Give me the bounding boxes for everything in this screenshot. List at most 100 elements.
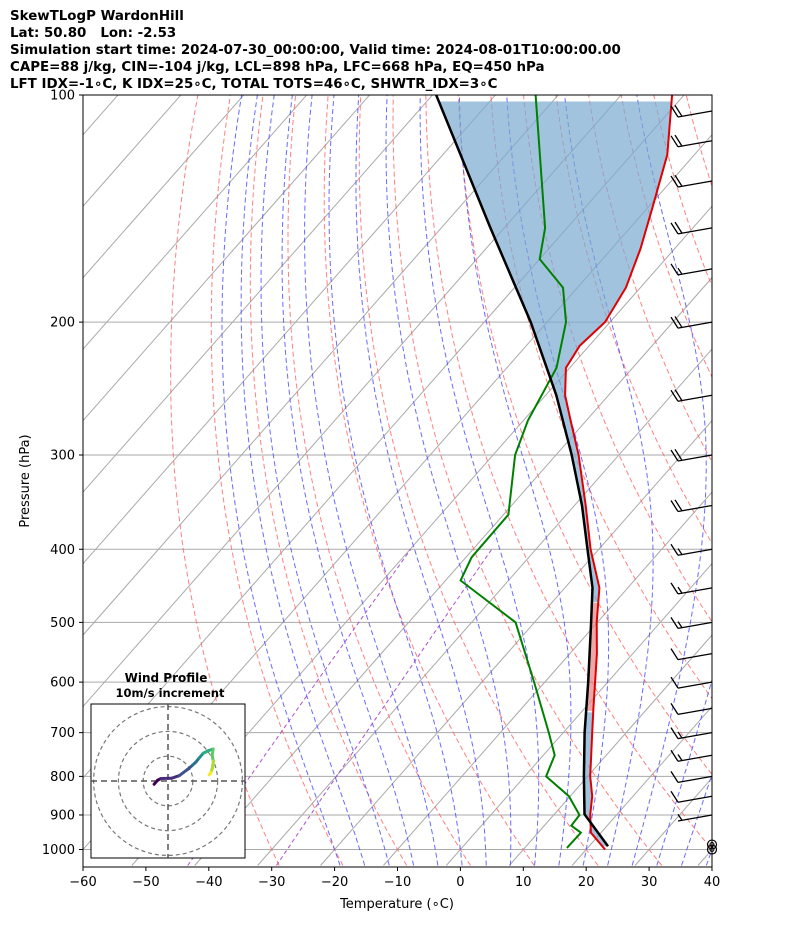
barb-flag bbox=[670, 702, 679, 715]
moist-adiabat-line bbox=[681, 773, 712, 866]
isotherm-line bbox=[83, 95, 559, 636]
wind-barb bbox=[670, 727, 713, 740]
moist-adiabat-line bbox=[240, 95, 366, 866]
temperature-profile bbox=[564, 95, 674, 851]
y-tick-label: 600 bbox=[50, 676, 75, 691]
barb-flag bbox=[670, 389, 679, 402]
dry-adiabat-line bbox=[323, 95, 535, 866]
x-tick-label: 40 bbox=[704, 875, 721, 890]
barb-half-flag bbox=[677, 621, 683, 629]
y-tick-label: 700 bbox=[50, 726, 75, 741]
barb-flag bbox=[670, 135, 679, 148]
station-coordinates: Lat: 50.80 Lon: -2.53 bbox=[10, 26, 177, 41]
chart-header: SkewTLogP WardonHill Lat: 50.80 Lon: -2.… bbox=[10, 8, 621, 93]
barb-half-flag bbox=[677, 548, 683, 555]
axes: −60 −50 −40 −30 −20 −10 0 10 20 30 40 1000 900 800 700… bbox=[42, 89, 720, 891]
y-tick-label: 500 bbox=[50, 616, 75, 631]
x-tick-label: −20 bbox=[321, 875, 348, 890]
barb-flag bbox=[670, 222, 679, 235]
wind-barb bbox=[670, 702, 713, 715]
wind-barb bbox=[670, 104, 713, 118]
barb-flag bbox=[674, 104, 683, 117]
barb-half-flag bbox=[677, 586, 683, 594]
moist-adiabat-line bbox=[328, 95, 463, 866]
calm-wind-circle bbox=[706, 839, 718, 850]
wind-barb bbox=[670, 676, 713, 689]
parcel-profile bbox=[435, 95, 610, 847]
y-tick-label: 400 bbox=[50, 543, 75, 558]
barb-flag bbox=[670, 105, 679, 118]
y-tick-label: 100 bbox=[50, 89, 75, 104]
barb-staff bbox=[677, 180, 713, 188]
x-tick-label: −60 bbox=[69, 875, 96, 890]
wind-barb bbox=[670, 221, 713, 235]
barb-staff bbox=[677, 140, 713, 148]
isotherm-line bbox=[83, 95, 371, 422]
barb-staff bbox=[677, 587, 713, 595]
dry-adiabat-line bbox=[490, 95, 712, 700]
dry-adiabat-line bbox=[210, 95, 344, 866]
dry-adiabat-line bbox=[719, 95, 794, 866]
barb-flag bbox=[670, 175, 679, 188]
dry-adiabat-line bbox=[287, 95, 471, 866]
dry-adiabat-line bbox=[784, 95, 794, 866]
wind-barb bbox=[670, 263, 713, 276]
dry-adiabat-line bbox=[170, 95, 280, 866]
moist-adiabat-line bbox=[385, 95, 512, 866]
barb-staff bbox=[677, 548, 713, 556]
barb-flag bbox=[674, 389, 683, 401]
barb-flag bbox=[670, 676, 679, 689]
station-title: SkewTLogP WardonHill bbox=[10, 9, 184, 24]
barb-flag bbox=[670, 500, 679, 512]
calm-wind-circle bbox=[709, 842, 715, 848]
dry-adiabat-line bbox=[249, 95, 408, 866]
barb-half-flag bbox=[677, 267, 683, 275]
barb-flag bbox=[670, 449, 679, 462]
barb-staff bbox=[677, 621, 713, 630]
wind-barb bbox=[670, 543, 713, 556]
isotherm-line bbox=[131, 205, 712, 866]
wind-barbs bbox=[670, 104, 718, 855]
hodograph-title: Wind Profile bbox=[125, 671, 208, 685]
barb-flag bbox=[670, 582, 679, 595]
wind-barb bbox=[670, 749, 713, 762]
barb-flag bbox=[670, 771, 679, 783]
isotherm-line bbox=[83, 95, 434, 493]
barb-staff bbox=[677, 268, 713, 276]
wind-barb bbox=[670, 134, 713, 148]
dry-adiabat-line bbox=[685, 95, 712, 188]
barb-flag bbox=[674, 316, 683, 328]
moist-adiabat-line bbox=[564, 95, 654, 866]
moist-adiabat-line bbox=[304, 95, 439, 866]
barb-staff bbox=[677, 754, 713, 762]
barb-half-flag bbox=[677, 754, 683, 761]
barb-staff bbox=[677, 731, 713, 740]
isotherm-line bbox=[571, 705, 712, 866]
y-tick-label: 800 bbox=[50, 770, 75, 785]
barb-flag bbox=[670, 648, 679, 660]
barb-half-flag bbox=[677, 813, 683, 821]
hodograph: Wind Profile 10m/s increment bbox=[90, 671, 246, 859]
wind-barb bbox=[670, 389, 713, 402]
dry-adiabat-line bbox=[392, 95, 663, 866]
isotherm-line bbox=[383, 491, 712, 866]
x-tick-label: −50 bbox=[132, 875, 159, 890]
y-tick-label: 300 bbox=[50, 448, 75, 463]
moist-adiabat-line bbox=[705, 848, 712, 866]
x-tick-label: −40 bbox=[195, 875, 222, 890]
y-tick-label: 900 bbox=[50, 808, 75, 823]
calm-wind-circle bbox=[709, 847, 715, 852]
wind-barb bbox=[670, 790, 713, 803]
moist-adiabat-line bbox=[260, 95, 390, 866]
barb-staff bbox=[677, 504, 713, 513]
dry-adiabat-line bbox=[588, 95, 712, 463]
isotherm-line bbox=[83, 95, 245, 279]
wind-barb bbox=[670, 448, 713, 462]
hodograph-ring bbox=[117, 730, 219, 832]
moist-adiabat-line bbox=[631, 95, 707, 866]
barb-flag bbox=[674, 499, 683, 512]
dry-adiabat-line bbox=[425, 95, 712, 851]
dry-adiabat-line bbox=[751, 95, 794, 866]
dewpoint-profile bbox=[459, 95, 583, 849]
moist-adiabat-line bbox=[656, 677, 712, 866]
